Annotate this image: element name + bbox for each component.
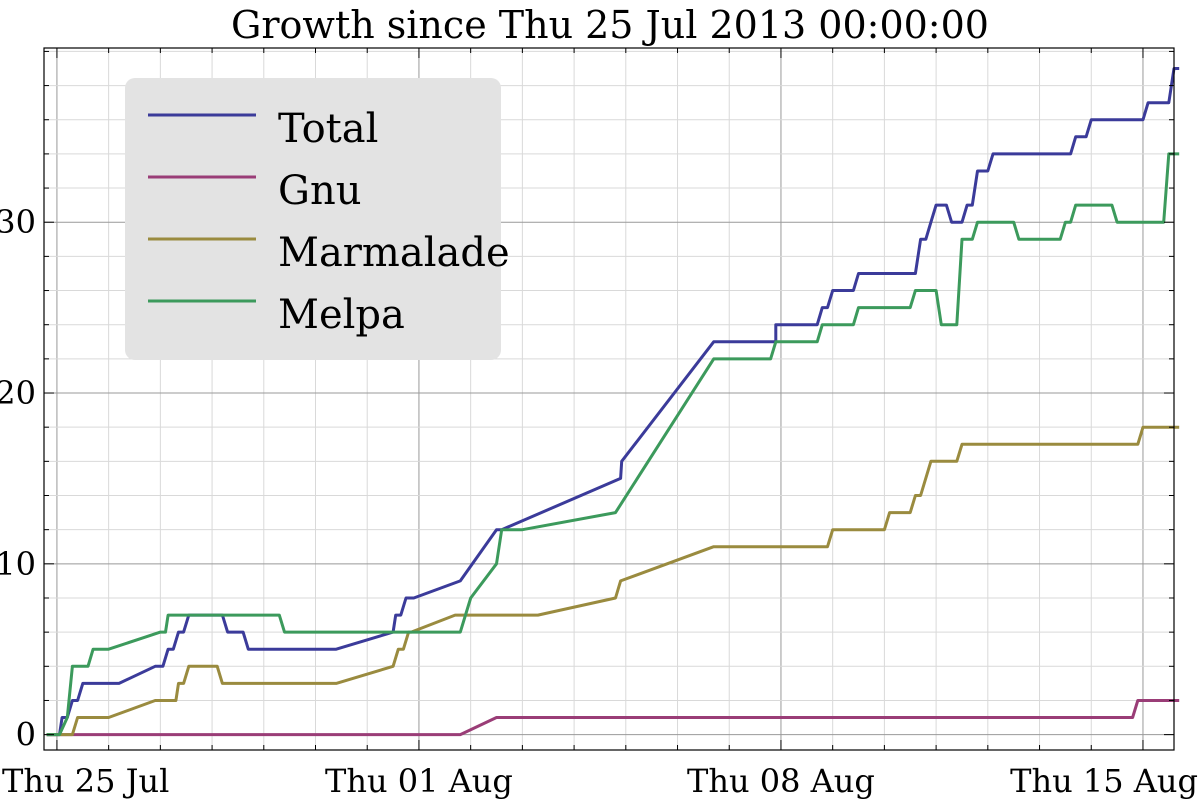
axis-ticks bbox=[44, 48, 1174, 750]
legend-label: Marmalade bbox=[278, 230, 510, 276]
y-tick-label: 0 bbox=[16, 716, 36, 754]
x-tick-label: Thu 15 Aug bbox=[1010, 762, 1198, 800]
legend-label: Gnu bbox=[278, 168, 361, 214]
legend-label: Total bbox=[278, 106, 378, 152]
x-tick-label: Thu 08 Aug bbox=[687, 762, 875, 800]
tick-labels: Thu 25 Jul Thu 01 Aug Thu 08 Aug Thu 15 Aug… bbox=[0, 203, 1198, 800]
legend-label: Melpa bbox=[278, 292, 405, 338]
series-line-marmalade bbox=[46, 425, 1180, 737]
series-line-melpa bbox=[46, 152, 1180, 737]
y-tick-label: 20 bbox=[0, 374, 36, 412]
y-tick-label: 30 bbox=[0, 203, 36, 241]
legend: Total Gnu Marmalade Melpa bbox=[125, 78, 510, 360]
x-tick-label: Thu 25 Jul bbox=[2, 762, 169, 800]
plot-frame bbox=[43, 47, 1175, 751]
legend-box bbox=[125, 78, 501, 360]
series-lines bbox=[46, 67, 1180, 737]
chart-title: Growth since Thu 25 Jul 2013 00:00:00 bbox=[231, 3, 989, 47]
x-tick-label: Thu 01 Aug bbox=[325, 762, 513, 800]
series-line-total bbox=[46, 67, 1180, 737]
series-line-gnu bbox=[46, 699, 1180, 737]
y-tick-label: 10 bbox=[0, 545, 36, 583]
